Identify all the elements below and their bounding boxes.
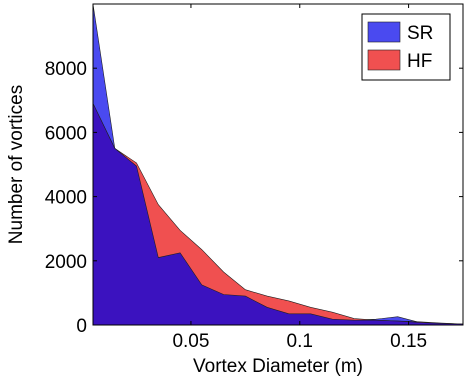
- legend: SR HF: [361, 13, 451, 81]
- y-axis-label: Number of vortices: [6, 85, 27, 244]
- y-tick-label: 2000: [45, 252, 87, 273]
- axes-layer: 0.05 0.1 0.15 0 2000 4000 6000 8000: [45, 3, 464, 352]
- y-tick-label: 8000: [45, 59, 87, 80]
- axes-frame: [92, 3, 464, 326]
- x-tick-label: 0.1: [287, 331, 313, 352]
- y-tick-label: 0: [76, 316, 87, 337]
- legend-swatch-sr: [367, 21, 401, 43]
- legend-label-sr: SR: [407, 23, 433, 44]
- legend-label-hf: HF: [407, 51, 432, 72]
- x-tick-label: 0.05: [172, 331, 209, 352]
- y-tick-label: 6000: [45, 123, 87, 144]
- y-tick-label: 4000: [45, 188, 87, 209]
- legend-swatch-hf: [367, 49, 401, 71]
- series-overlap-area: [93, 103, 463, 325]
- x-axis-label: Vortex Diameter (m): [193, 356, 363, 377]
- plot-layer: [93, 4, 463, 325]
- x-tick-label: 0.15: [390, 331, 427, 352]
